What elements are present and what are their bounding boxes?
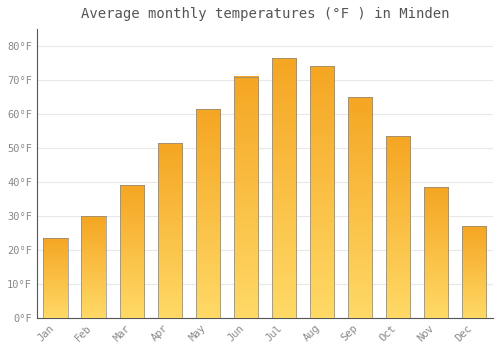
Title: Average monthly temperatures (°F ) in Minden: Average monthly temperatures (°F ) in Mi… (80, 7, 449, 21)
